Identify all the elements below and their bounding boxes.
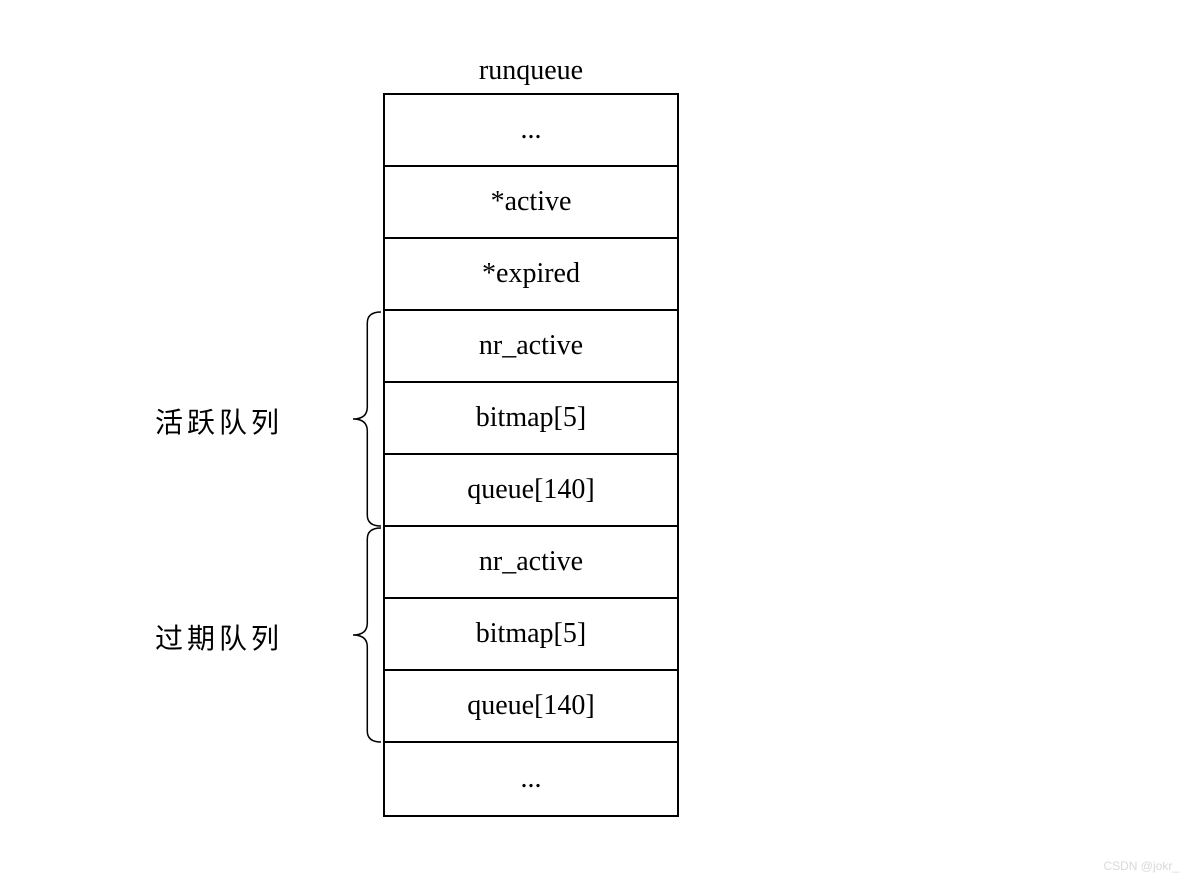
table-row: queue[140]: [385, 671, 677, 743]
active-brace-icon: [351, 311, 385, 527]
table-row: bitmap[5]: [385, 383, 677, 455]
expired-brace-icon: [351, 527, 385, 743]
table-row: ...: [385, 95, 677, 167]
diagram-title: runqueue: [383, 55, 679, 87]
table-row: nr_active: [385, 527, 677, 599]
struct-table: ... *active *expired nr_active bitmap[5]…: [383, 93, 679, 817]
table-row: ...: [385, 743, 677, 815]
watermark-text: CSDN @jokr_: [1103, 859, 1179, 873]
table-row: nr_active: [385, 311, 677, 383]
table-row: *active: [385, 167, 677, 239]
table-row: bitmap[5]: [385, 599, 677, 671]
table-row: *expired: [385, 239, 677, 311]
runqueue-diagram: runqueue ... *active *expired nr_active …: [383, 55, 679, 817]
table-row: queue[140]: [385, 455, 677, 527]
active-queue-label: 活跃队列: [155, 401, 283, 441]
expired-queue-label: 过期队列: [155, 617, 283, 657]
